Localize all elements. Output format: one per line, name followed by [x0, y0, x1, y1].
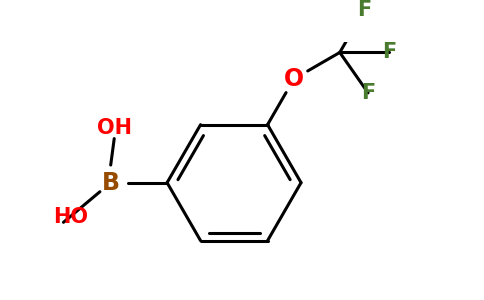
Text: B: B [102, 171, 120, 195]
Text: F: F [357, 0, 372, 20]
Text: F: F [361, 83, 375, 103]
Text: O: O [284, 67, 304, 91]
Text: F: F [382, 42, 396, 62]
Text: HO: HO [53, 207, 88, 227]
Text: OH: OH [97, 118, 132, 138]
